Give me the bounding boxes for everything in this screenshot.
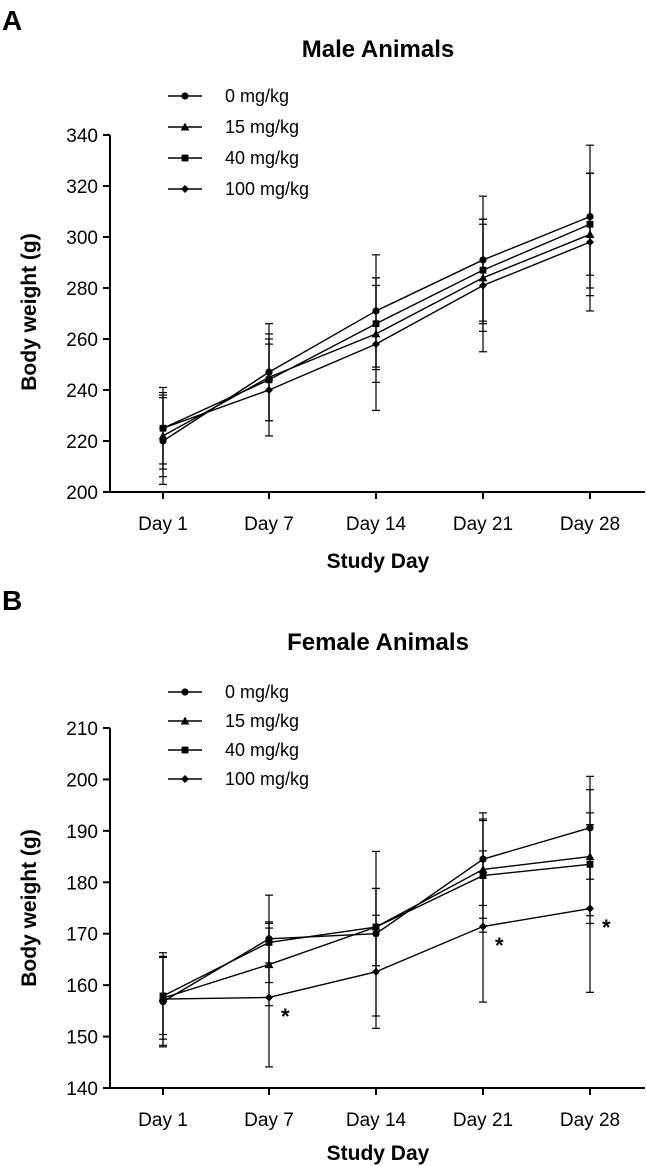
y-tick-label: 260 xyxy=(66,330,98,351)
significance-marker: * xyxy=(495,933,504,958)
data-point xyxy=(265,993,273,1002)
legend-marker xyxy=(180,122,190,131)
legend-marker xyxy=(180,716,190,725)
panel-letter: A xyxy=(2,5,22,36)
y-tick-label: 160 xyxy=(66,976,98,997)
x-tick-label: Day 21 xyxy=(453,1110,513,1131)
series-100-mg-kg xyxy=(159,824,594,1068)
x-tick-label: Day 28 xyxy=(560,514,620,535)
x-tick-label: Day 1 xyxy=(138,1110,188,1131)
y-tick-label: 200 xyxy=(66,770,98,791)
chart-title: Female Animals xyxy=(287,629,469,656)
y-tick-label: 340 xyxy=(66,126,98,147)
x-axis-label: Study Day xyxy=(327,550,430,573)
x-tick-label: Day 7 xyxy=(244,1110,294,1131)
data-point xyxy=(479,281,487,290)
x-tick-label: Day 7 xyxy=(244,514,294,535)
series-100-mg-kg xyxy=(159,172,594,465)
y-tick-label: 170 xyxy=(66,925,98,946)
data-point xyxy=(372,967,380,976)
y-tick-label: 300 xyxy=(66,228,98,249)
panel-letter: B xyxy=(2,585,22,616)
legend-item: 40 mg/kg xyxy=(168,148,299,168)
legend-marker xyxy=(181,185,189,193)
y-tick-label: 280 xyxy=(66,279,98,300)
legend-item: 40 mg/kg xyxy=(168,740,299,760)
data-point xyxy=(479,922,487,931)
legend-item: 15 mg/kg xyxy=(168,711,299,731)
legend-item: 100 mg/kg xyxy=(168,179,309,199)
legend-item: 100 mg/kg xyxy=(168,769,309,789)
y-tick-label: 140 xyxy=(66,1079,98,1100)
legend-item: 0 mg/kg xyxy=(168,86,289,106)
legend-label: 40 mg/kg xyxy=(225,740,299,760)
legend-item: 0 mg/kg xyxy=(168,682,289,702)
legend-label: 15 mg/kg xyxy=(225,117,299,137)
legend-label: 0 mg/kg xyxy=(225,682,289,702)
legend-marker xyxy=(181,775,189,783)
data-point xyxy=(586,904,594,913)
legend-marker xyxy=(181,154,189,162)
panel-female: B Female Animals Study Day Body weight (… xyxy=(2,585,645,1165)
x-tick-label: Day 28 xyxy=(560,1110,620,1131)
y-tick-label: 240 xyxy=(66,381,98,402)
y-tick-label: 180 xyxy=(66,873,98,894)
y-tick-label: 190 xyxy=(66,822,98,843)
legend-label: 100 mg/kg xyxy=(225,769,309,789)
legend-label: 0 mg/kg xyxy=(225,86,289,106)
y-tick-label: 210 xyxy=(66,719,98,740)
panel-male: A Male Animals Study Day Body weight (g)… xyxy=(2,5,645,573)
x-tick-label: Day 21 xyxy=(453,514,513,535)
legend-label: 15 mg/kg xyxy=(225,711,299,731)
significance-marker: * xyxy=(281,1004,290,1029)
y-tick-label: 150 xyxy=(66,1028,98,1049)
data-point xyxy=(159,424,167,433)
legend-marker xyxy=(181,688,189,696)
legend-marker xyxy=(181,746,189,754)
legend-marker xyxy=(181,92,189,100)
y-tick-label: 220 xyxy=(66,432,98,453)
significance-marker: * xyxy=(602,915,611,940)
data-point xyxy=(265,386,273,394)
legend-label: 40 mg/kg xyxy=(225,148,299,168)
chart-title: Male Animals xyxy=(302,36,455,63)
data-point xyxy=(586,238,594,247)
data-point xyxy=(372,340,380,349)
legend-item: 15 mg/kg xyxy=(168,117,299,137)
x-tick-label: Day 1 xyxy=(138,514,188,535)
y-axis-label: Body weight (g) xyxy=(18,233,41,390)
x-axis-label: Study Day xyxy=(327,1142,430,1165)
data-point xyxy=(159,995,167,1004)
x-tick-label: Day 14 xyxy=(346,514,407,535)
y-tick-label: 200 xyxy=(66,483,98,504)
x-tick-label: Day 14 xyxy=(346,1110,407,1131)
y-axis-label: Body weight (g) xyxy=(18,829,41,986)
legend-label: 100 mg/kg xyxy=(225,179,309,199)
y-tick-label: 320 xyxy=(66,177,98,198)
